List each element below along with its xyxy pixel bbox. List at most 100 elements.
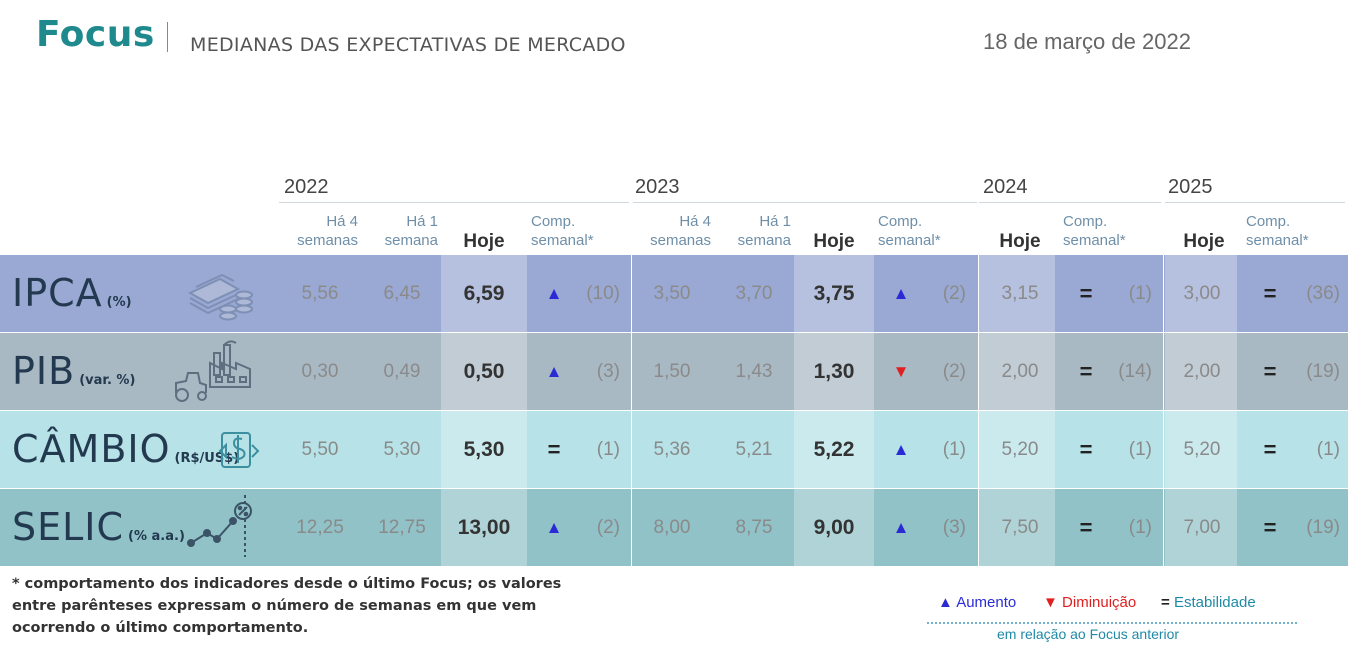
triangle-up-icon: ▲ <box>545 518 563 537</box>
value-2023-ha1: 8,75 <box>735 517 773 538</box>
weeks-2024: (1) <box>1128 283 1152 304</box>
col-2022-comp-line1: Comp. <box>531 213 576 230</box>
hoje-band <box>794 255 874 332</box>
value-2023-hoje: 1,30 <box>813 360 855 383</box>
triangle-up-icon: ▲ <box>545 284 563 303</box>
equals-icon: = <box>1079 515 1093 540</box>
col-2022-ha1-line1: Há 1 <box>406 213 438 230</box>
year-2022-underline <box>279 202 629 203</box>
value-2022-ha1: 6,45 <box>383 283 421 304</box>
col-2025-comp-line1: Comp. <box>1246 213 1291 230</box>
legend-decrease: ▼ Diminuição <box>1043 594 1136 611</box>
value-2023-ha1: 1,43 <box>735 361 773 382</box>
col-2025-hoje: Hoje <box>1183 231 1225 252</box>
weeks-2022: (10) <box>586 283 620 304</box>
col-2022-ha1-line2: semana <box>384 232 438 249</box>
col-2024-hoje: Hoje <box>999 231 1041 252</box>
legend-decrease-label: Diminuição <box>1062 594 1137 611</box>
value-2023-hoje: 9,00 <box>813 516 855 539</box>
weeks-2023: (2) <box>942 283 966 304</box>
hoje-band <box>1165 333 1237 410</box>
weeks-2025: (19) <box>1306 361 1340 382</box>
hoje-band <box>794 333 874 410</box>
year-2025-header: 2025 <box>1168 176 1213 198</box>
value-2022-ha4: 12,25 <box>296 517 344 538</box>
weeks-2022: (1) <box>596 439 620 460</box>
hoje-band <box>979 333 1055 410</box>
col-2022-comp: Comp. semanal* <box>531 212 621 254</box>
col-2023-ha4: Há 4 semanas <box>632 212 711 254</box>
col-2023-comp-line1: Comp. <box>878 213 923 230</box>
year-2024-header: 2024 <box>983 176 1028 198</box>
value-2022-ha1: 5,30 <box>383 439 421 460</box>
legend-dotted-divider <box>927 622 1297 624</box>
equals-icon: = <box>1263 359 1277 384</box>
col-2023-ha4-line2: semanas <box>650 232 711 249</box>
indicator-label-ipca: IPCA (%) <box>12 255 132 332</box>
currency-exchange-icon <box>218 425 260 480</box>
col-2022-hoje: Hoje <box>463 231 505 252</box>
equals-icon: = <box>1079 437 1093 462</box>
indicator-label-selic: SELIC (% a.a.) <box>12 489 185 566</box>
indicator-unit: (% a.a.) <box>128 529 185 544</box>
col-2022-ha4: Há 4 semanas <box>280 212 358 254</box>
equals-icon: = <box>547 437 561 462</box>
col-2022-ha1: Há 1 semana <box>370 212 438 254</box>
column-separator <box>631 255 632 566</box>
hoje-band <box>794 411 874 488</box>
hoje-band <box>1165 489 1237 566</box>
factory-tractor-icon <box>166 339 266 408</box>
value-2023-ha4: 5,36 <box>653 439 691 460</box>
col-2023-ha4-line1: Há 4 <box>679 213 711 230</box>
column-separator <box>978 255 979 566</box>
triangle-up-icon: ▲ <box>545 362 563 381</box>
interest-rate-chart-icon <box>185 493 259 564</box>
legend-stable-label: Estabilidade <box>1173 594 1256 611</box>
weeks-2025: (19) <box>1306 517 1340 538</box>
hoje-band <box>1165 255 1237 332</box>
triangle-up-icon: ▲ <box>938 594 953 611</box>
weeks-2023: (1) <box>942 439 966 460</box>
col-2023-ha1-line1: Há 1 <box>759 213 791 230</box>
year-2023-header: 2023 <box>635 176 680 198</box>
weeks-2023: (2) <box>942 361 966 382</box>
equals-icon: = <box>1263 281 1277 306</box>
value-2024-hoje: 5,20 <box>1001 439 1039 460</box>
value-2022-ha4: 5,56 <box>301 283 339 304</box>
column-separator <box>1163 255 1164 566</box>
value-2023-ha4: 8,00 <box>653 517 691 538</box>
col-2022-ha4-line2: semanas <box>297 232 358 249</box>
equals-icon: = <box>1263 515 1277 540</box>
value-2023-ha4: 1,50 <box>653 361 691 382</box>
page-subtitle: MEDIANAS DAS EXPECTATIVAS DE MERCADO <box>190 34 626 56</box>
indicator-label-pib: PIB (var. %) <box>12 333 135 410</box>
value-2022-ha4: 0,30 <box>301 361 339 382</box>
col-2023-comp-line2: semanal* <box>878 232 941 249</box>
table-row-pib: PIB (var. %) 0,30 0,49 0,50 ▲ (3) 1,50 1,43 1,30 ▼… <box>0 333 1348 410</box>
triangle-up-icon: ▲ <box>892 518 910 537</box>
money-stack-icon <box>182 265 256 328</box>
hoje-band <box>441 333 527 410</box>
col-2022-ha4-line1: Há 4 <box>326 213 358 230</box>
value-2023-hoje: 5,22 <box>813 438 855 461</box>
indicator-name: SELIC <box>12 505 125 549</box>
year-2025-underline <box>1165 202 1345 203</box>
hoje-band <box>441 489 527 566</box>
value-2024-hoje: 3,15 <box>1001 283 1039 304</box>
weeks-2025: (1) <box>1316 439 1340 460</box>
value-2022-hoje: 13,00 <box>457 516 511 539</box>
hoje-band <box>979 489 1055 566</box>
value-2025-hoje: 7,00 <box>1183 517 1221 538</box>
indicator-name: IPCA <box>12 271 103 315</box>
indicator-name: CÂMBIO <box>12 427 171 471</box>
weeks-2024: (1) <box>1128 439 1152 460</box>
col-2024-comp-line1: Comp. <box>1063 213 1108 230</box>
hoje-band <box>794 489 874 566</box>
year-2022-header: 2022 <box>284 176 329 198</box>
col-2025-comp-line2: semanal* <box>1246 232 1309 249</box>
weeks-2025: (36) <box>1306 283 1340 304</box>
equals-icon: = <box>1263 437 1277 462</box>
year-2024-underline <box>979 202 1161 203</box>
equals-icon: = <box>1079 359 1093 384</box>
col-2023-hoje: Hoje <box>813 231 855 252</box>
